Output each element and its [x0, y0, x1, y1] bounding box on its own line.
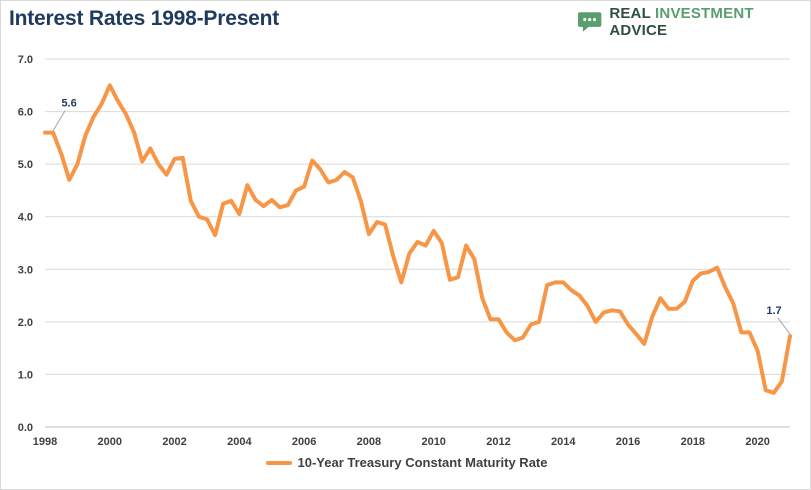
y-tick-label-7: 7.0: [18, 54, 33, 66]
x-tick-label-8: 2014: [551, 436, 576, 448]
y-tick-label-0: 0.0: [18, 422, 33, 434]
y-tick-label-1: 1.0: [18, 369, 33, 381]
y-tick-label-2: 2.0: [18, 317, 33, 329]
data-label-1: 1.7: [766, 305, 781, 317]
x-tick-label-6: 2010: [421, 436, 445, 448]
data-annotations: 5.6 1.7: [52, 98, 791, 335]
legend-swatch: [265, 460, 292, 465]
annotation-leader-1: [777, 317, 791, 335]
x-axis-tick-labels: 1998 2000 2002 2004 2006 2008 2010 2012 2014 2016…: [33, 436, 770, 448]
y-tick-label-5: 5.0: [18, 159, 33, 171]
x-tick-label-5: 2008: [357, 436, 381, 448]
x-tick-label-4: 2006: [292, 436, 316, 448]
series-line-10y-treasury: [43, 83, 792, 395]
annotation-leader-0: [52, 110, 66, 131]
x-tick-label-1: 2000: [98, 436, 122, 448]
y-tick-label-6: 6.0: [18, 107, 33, 119]
x-tick-label-2: 2002: [162, 436, 186, 448]
legend: 10-Year Treasury Constant Maturity Rate: [1, 455, 811, 470]
legend-label: 10-Year Treasury Constant Maturity Rate: [297, 455, 548, 470]
brand-logo: REAL INVESTMENT ADVICE: [577, 5, 810, 39]
speech-bubble-logo-icon: [577, 12, 602, 32]
chart-title: Interest Rates 1998-Present: [9, 7, 280, 30]
brand-name: REAL INVESTMENT ADVICE: [609, 5, 754, 39]
gridlines: [45, 58, 790, 428]
x-tick-label-3: 2004: [227, 436, 252, 448]
y-tick-label-3: 3.0: [18, 264, 33, 276]
x-tick-label-9: 2016: [616, 436, 640, 448]
x-tick-label-11: 2020: [745, 436, 769, 448]
y-axis-tick-labels: 0.0 1.0 2.0 3.0 4.0 5.0 6.0 7.0: [18, 54, 33, 434]
line-chart: 0.0 1.0 2.0 3.0 4.0 5.0 6.0 7.0 1998 2000 2002 200…: [18, 54, 792, 448]
x-tick-label-7: 2012: [486, 436, 510, 448]
x-tick-label-10: 2018: [681, 436, 705, 448]
y-tick-label-4: 4.0: [18, 212, 33, 224]
data-label-0: 5.6: [61, 98, 76, 110]
x-tick-label-0: 1998: [33, 436, 57, 448]
